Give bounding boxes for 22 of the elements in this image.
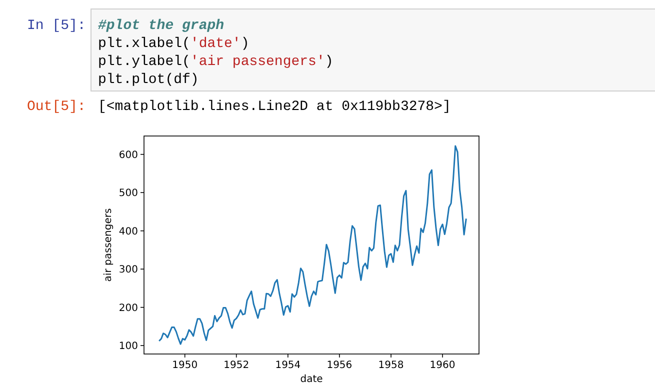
x-axis-title: date — [300, 374, 323, 385]
text: plt.plot(df) — [98, 72, 199, 88]
x-tick-label: 1960 — [430, 360, 456, 371]
x-tick-label: 1954 — [275, 360, 301, 371]
y-axis-title: air passengers — [103, 208, 114, 282]
y-tick-label: 200 — [118, 302, 138, 314]
y-tick-label: 500 — [118, 188, 138, 200]
line-series — [158, 145, 467, 345]
x-tick-label: 1958 — [378, 360, 404, 371]
x-tick-label: 1950 — [172, 360, 198, 371]
x-tick-label: 1956 — [326, 360, 352, 371]
x-tick-label: 1952 — [224, 360, 250, 371]
text: plt.xlabel('date') — [98, 36, 250, 52]
text: Out[5]: — [27, 99, 86, 115]
text: #plot the graph — [98, 18, 224, 34]
text: In [5]: — [27, 18, 86, 34]
y-tick-label: 100 — [118, 341, 138, 352]
y-tick-label: 400 — [118, 226, 138, 238]
y-tick-label: 600 — [118, 150, 138, 161]
text: [<matplotlib.lines.Line2D at 0x119bb3278>] — [98, 99, 451, 115]
text: plt.ylabel('air passengers') — [98, 54, 334, 70]
y-tick-label: 300 — [118, 264, 138, 276]
